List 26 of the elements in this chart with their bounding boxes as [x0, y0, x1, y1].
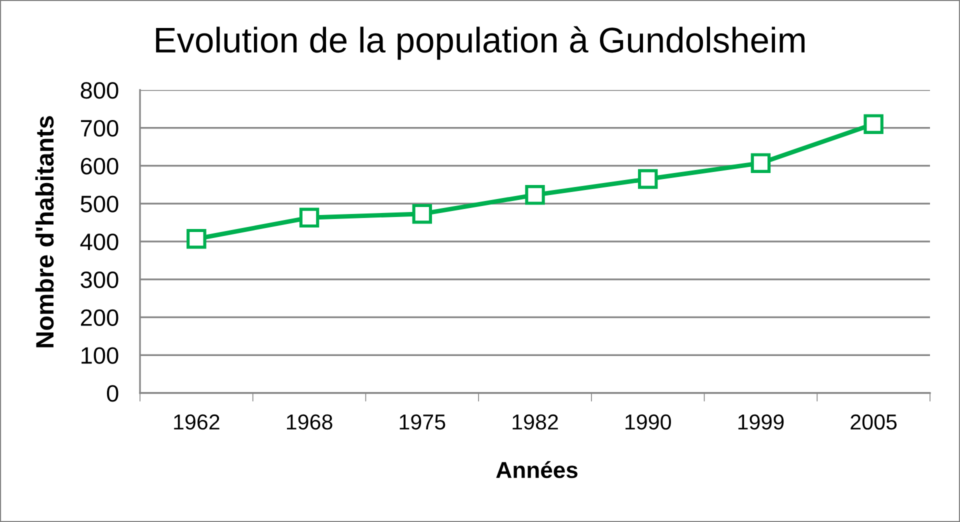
y-tick-label: 800 — [80, 82, 118, 99]
point — [864, 114, 884, 134]
x-tick-label: 1962 — [174, 414, 220, 430]
x-axis-title: Années — [496, 461, 578, 478]
x-tick-label: 1990 — [626, 414, 671, 430]
x-tick-label: 1999 — [738, 414, 784, 430]
y-tick-label: 600 — [80, 158, 118, 175]
x-tick-label: 1975 — [400, 414, 446, 430]
point — [750, 153, 771, 173]
y-tick-label: 100 — [82, 347, 118, 364]
point — [299, 208, 320, 228]
y-tick-label: 200 — [80, 309, 118, 326]
x-tick-label: 1968 — [286, 414, 332, 430]
point — [186, 228, 206, 249]
y-tick-label: 300 — [80, 271, 118, 288]
y-tick-label: 700 — [80, 120, 118, 137]
point — [638, 169, 658, 189]
y-axis-title: Nombre d'habitants — [35, 116, 54, 348]
point — [412, 204, 432, 224]
x-tick-label: 1982 — [512, 414, 558, 430]
chart-title: Evolution de la population à Gundolsheim — [156, 26, 805, 60]
x-tick-label: 2005 — [850, 414, 897, 430]
y-tick-label: 500 — [80, 196, 118, 212]
y-tick-label: 0 — [106, 385, 118, 402]
point — [525, 185, 545, 205]
y-tick-label: 400 — [80, 234, 118, 250]
